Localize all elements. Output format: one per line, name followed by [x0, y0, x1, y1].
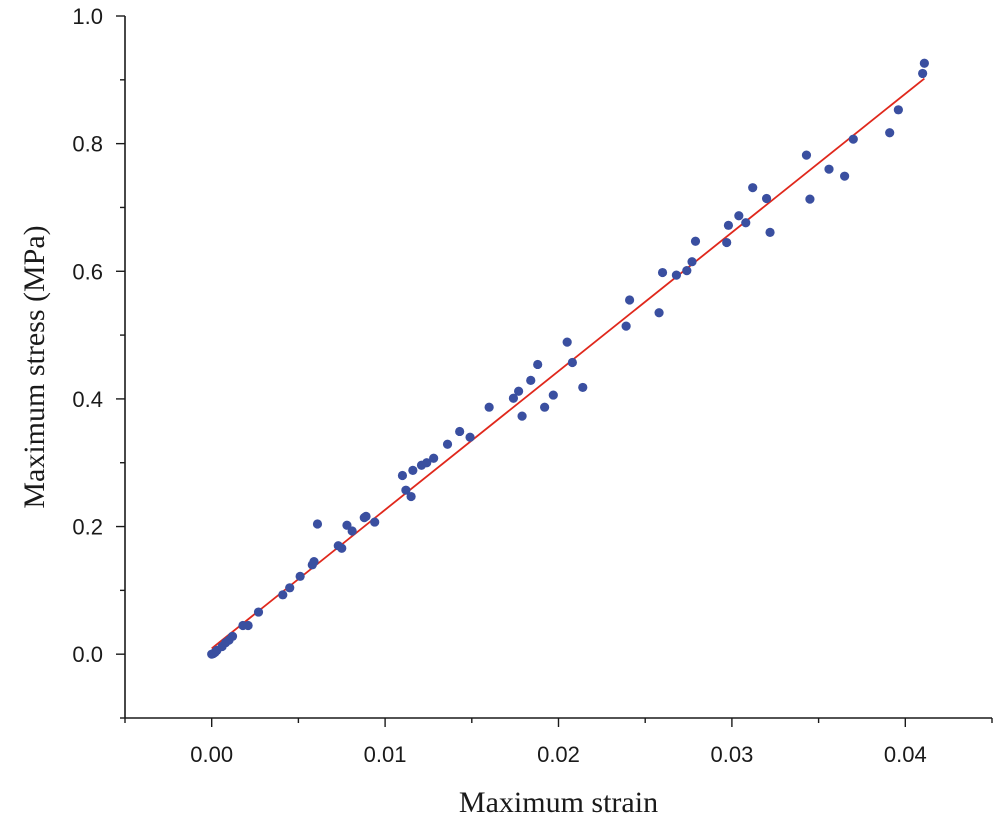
data-point [840, 171, 850, 181]
data-point [748, 183, 758, 193]
data-point [514, 386, 524, 396]
data-point [533, 359, 543, 370]
data-point [309, 557, 319, 567]
y-tick-label: 0.2 [72, 515, 103, 540]
data-point [347, 526, 357, 536]
data-point [578, 382, 588, 393]
data-point [401, 485, 411, 495]
data-point [397, 470, 408, 481]
data-point [429, 453, 439, 463]
data-point [243, 620, 253, 631]
data-point [723, 220, 734, 230]
data-point [406, 491, 416, 502]
data-point [370, 517, 380, 527]
data-point [654, 308, 664, 318]
data-point [508, 393, 519, 403]
data-point [687, 257, 697, 267]
data-point [671, 270, 682, 280]
data-point [848, 134, 858, 144]
y-axis-title: Maximum stress (MPa) [18, 225, 51, 508]
data-point [337, 543, 347, 553]
data-point [824, 164, 834, 174]
data-point [682, 266, 692, 276]
y-tick-label: 0.6 [72, 259, 103, 284]
x-tick-label: 0.01 [364, 742, 407, 767]
data-point [422, 458, 432, 468]
data-point [919, 58, 929, 68]
data-point [761, 193, 772, 204]
data-point [567, 357, 577, 368]
data-point [295, 571, 305, 581]
data-point [722, 237, 732, 248]
data-point [741, 218, 751, 228]
x-tick-label: 0.02 [537, 742, 580, 767]
data-point [540, 402, 550, 412]
y-tick-label: 0.0 [72, 642, 103, 667]
x-tick-label: 0.00 [190, 742, 233, 767]
data-point [805, 194, 815, 204]
x-tick-label: 0.04 [884, 742, 927, 767]
data-point [657, 267, 668, 278]
data-point [621, 321, 631, 331]
y-tick-label: 0.4 [72, 387, 103, 412]
data-point [484, 402, 494, 412]
data-point [312, 519, 323, 529]
data-point [690, 236, 701, 246]
data-point [624, 295, 635, 305]
data-point [361, 511, 371, 521]
data-point [278, 590, 288, 600]
y-tick-label: 1.0 [72, 4, 103, 29]
data-point [734, 211, 744, 221]
data-point [455, 426, 465, 437]
data-point [562, 337, 572, 347]
data-point [885, 128, 895, 138]
data-point [893, 105, 903, 115]
data-point [442, 439, 453, 449]
data-point [801, 150, 812, 160]
data-point [765, 227, 775, 237]
data-point [408, 465, 418, 475]
data-point [285, 583, 295, 593]
data-point [465, 432, 475, 442]
data-point [526, 375, 536, 386]
x-tick-label: 0.03 [710, 742, 753, 767]
data-point [548, 390, 558, 400]
ticks: 0.00 0.01 0.02 0.03 0.04 0.0 0.2 0.4 0.6 0.8 1.0 [72, 4, 993, 767]
data-points [207, 58, 929, 659]
data-point [227, 631, 238, 641]
y-tick-label: 0.8 [72, 132, 103, 157]
data-point [918, 68, 928, 79]
data-point [253, 607, 264, 617]
data-point [517, 411, 527, 421]
x-axis-title: Maximum strain [459, 786, 658, 819]
